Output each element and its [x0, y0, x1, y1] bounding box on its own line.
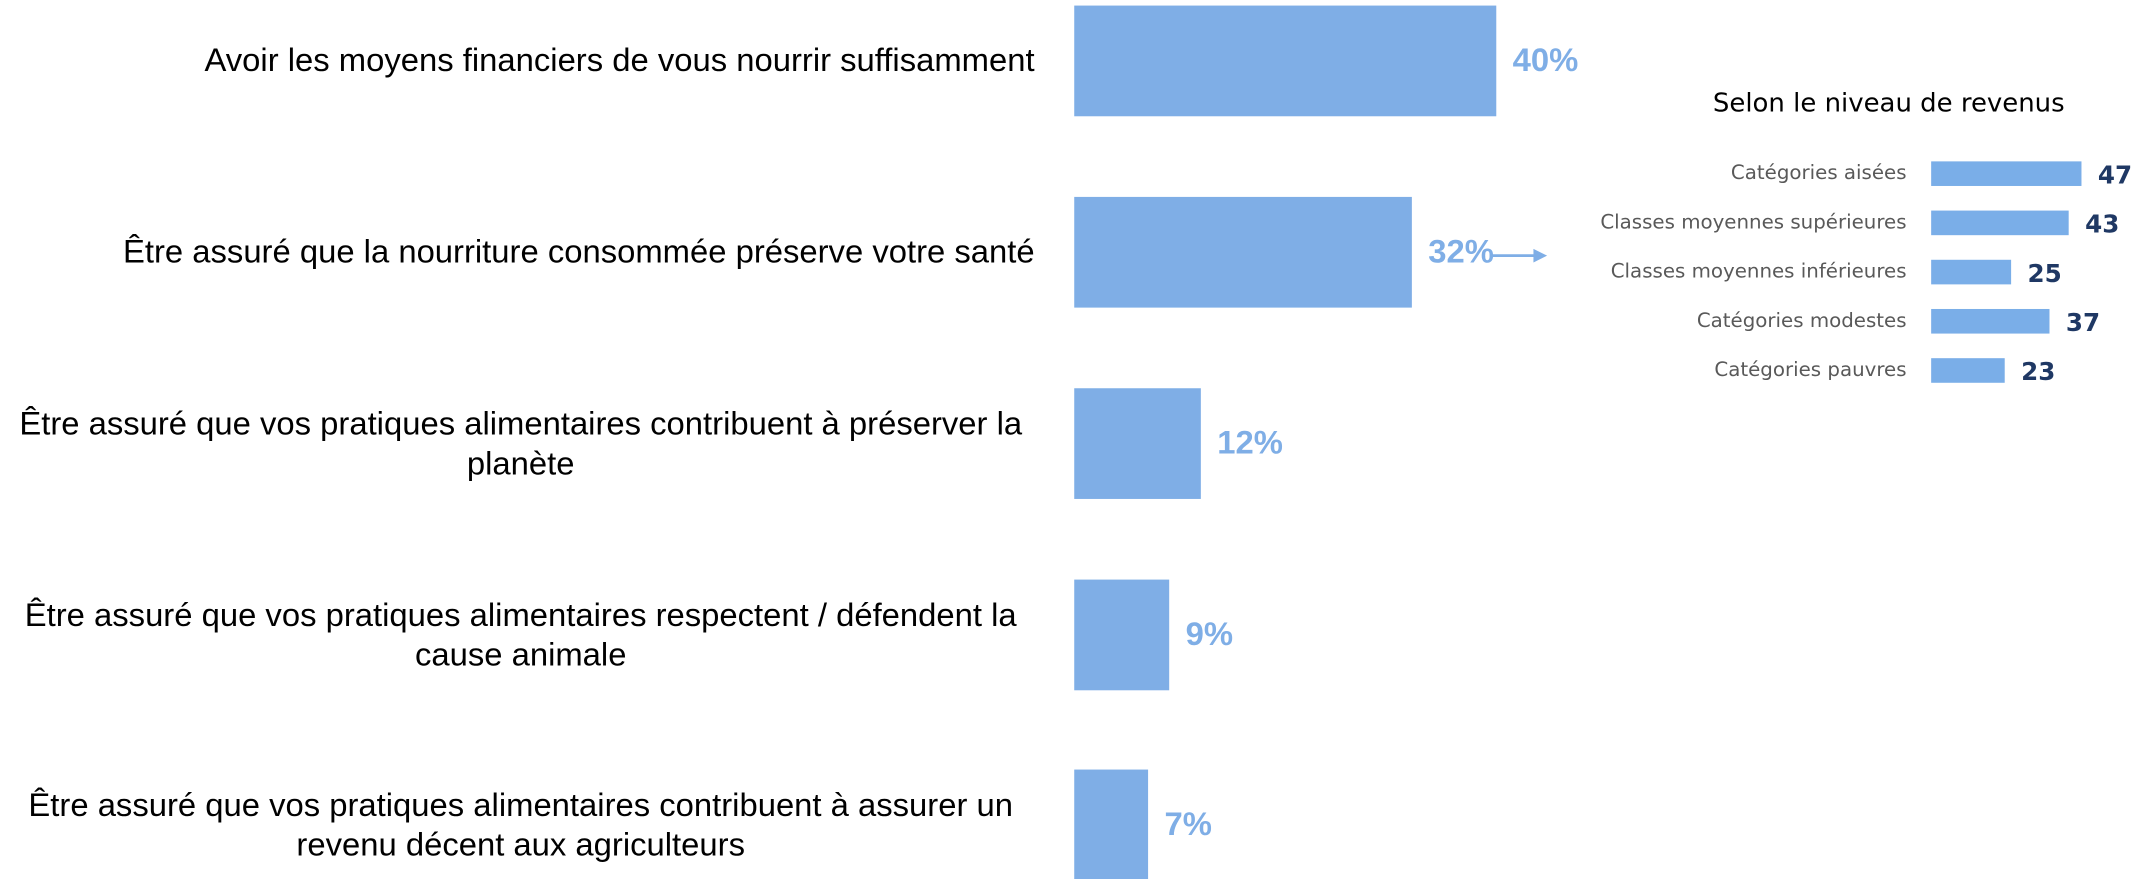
inset-category-label: Catégories modestes	[1697, 309, 1907, 332]
bar	[1074, 769, 1149, 879]
inset-bar	[1931, 259, 2012, 285]
category-label-box: Être assuré que vos pratiques alimentair…	[7, 375, 1035, 513]
category-label-box: Avoir les moyens financiers de vous nour…	[7, 0, 1035, 130]
value-label: 9%	[1186, 615, 1233, 652]
inset-value-label: 37	[2066, 308, 2100, 337]
category-label-wrap: Être assuré que vos pratiques alimentair…	[7, 756, 1035, 879]
category-label: Être assuré que vos pratiques alimentair…	[24, 596, 1017, 674]
category-label-box: Être assuré que la nourriture consommée …	[7, 183, 1035, 321]
inset-value-label: 47	[2098, 160, 2132, 189]
category-label-wrap: Être assuré que vos pratiques alimentair…	[7, 566, 1035, 704]
category-label-wrap: Avoir les moyens financiers de vous nour…	[7, 0, 1035, 130]
value-label: 32%	[1428, 232, 1494, 269]
bar	[1074, 5, 1497, 117]
inset-bar	[1931, 210, 2069, 236]
inset-category-label: Catégories aisées	[1731, 161, 1907, 184]
arrow-head	[1533, 248, 1548, 263]
inset-bar	[1931, 358, 2005, 383]
inset-title: Selon le niveau de revenus	[1713, 88, 2065, 118]
category-label-box: Être assuré que vos pratiques alimentair…	[7, 756, 1035, 879]
inset-category-label: Classes moyennes supérieures	[1600, 210, 1906, 233]
value-label: 12%	[1217, 424, 1283, 461]
category-label: Être assuré que vos pratiques alimentair…	[28, 786, 1013, 864]
category-label: Être assuré que la nourriture consommée …	[123, 233, 1035, 271]
value-label: 7%	[1164, 805, 1211, 842]
inset-value-label: 43	[2085, 210, 2119, 239]
category-label-wrap: Être assuré que la nourriture consommée …	[7, 183, 1035, 321]
bar	[1074, 388, 1201, 499]
inset-bar	[1931, 308, 2050, 334]
category-label-wrap: Être assuré que vos pratiques alimentair…	[7, 375, 1035, 513]
inset-category-label: Catégories pauvres	[1714, 358, 1906, 381]
category-label: Être assuré que vos pratiques alimentair…	[19, 405, 1023, 482]
bar	[1074, 196, 1412, 308]
value-label: 40%	[1513, 41, 1579, 78]
bar	[1074, 579, 1170, 691]
category-label-box: Être assuré que vos pratiques alimentair…	[7, 566, 1035, 704]
inset-category-label: Classes moyennes inférieures	[1611, 260, 1907, 283]
category-label: Avoir les moyens financiers de vous nour…	[204, 42, 1035, 80]
inset-value-label: 23	[2021, 357, 2055, 386]
inset-value-label: 25	[2028, 259, 2062, 288]
inset-bar	[1931, 161, 2082, 186]
